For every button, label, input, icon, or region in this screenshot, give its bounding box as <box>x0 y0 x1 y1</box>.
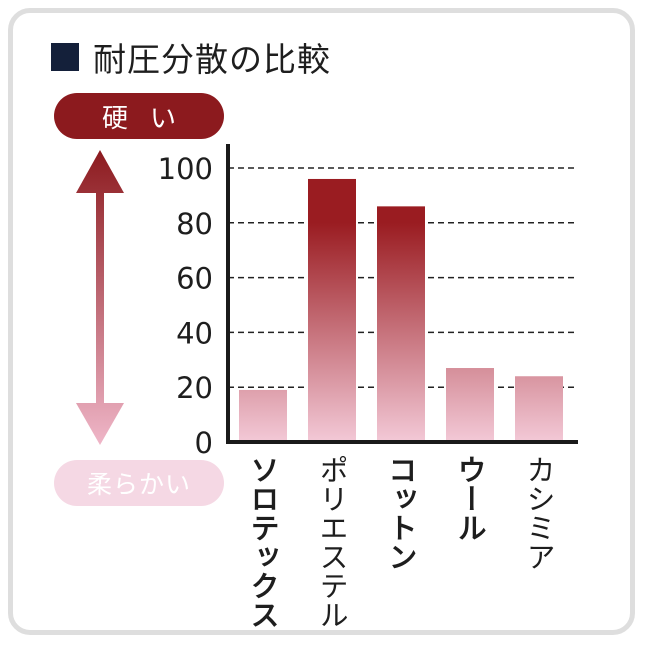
bar <box>515 376 563 442</box>
x-tick-label: コットン <box>384 455 418 571</box>
y-tick-label: 0 <box>195 426 213 460</box>
hardness-arrow-icon <box>76 150 124 445</box>
hard-label-pill: 硬い <box>54 93 224 139</box>
axes <box>226 144 578 444</box>
x-tick-label: ウール <box>453 455 487 542</box>
y-tick-label: 20 <box>176 371 213 405</box>
x-tick-label: カシミア <box>522 455 556 571</box>
arrow-down-head <box>76 403 124 445</box>
bar <box>239 389 287 442</box>
title-square-icon <box>51 43 79 71</box>
bar <box>308 178 356 442</box>
arrow-shaft <box>96 190 104 406</box>
y-axis-ticks: 0 20 40 60 80 100 <box>158 152 213 460</box>
x-tick-label: ソロテックス <box>246 455 280 629</box>
chart-title: 耐圧分散の比較 <box>51 33 331 81</box>
chart-title-text: 耐圧分散の比較 <box>93 40 331 79</box>
y-tick-label: 100 <box>158 152 213 186</box>
y-tick-label: 60 <box>176 262 213 296</box>
bar <box>446 368 494 442</box>
x-tick-label: ポリエステル <box>315 455 349 629</box>
bar <box>377 206 425 442</box>
arrow-up-head <box>76 150 124 193</box>
soft-label-pill: 柔らかい <box>54 460 224 506</box>
y-tick-label: 80 <box>176 207 213 241</box>
bars <box>239 178 563 442</box>
y-tick-label: 40 <box>176 316 213 350</box>
